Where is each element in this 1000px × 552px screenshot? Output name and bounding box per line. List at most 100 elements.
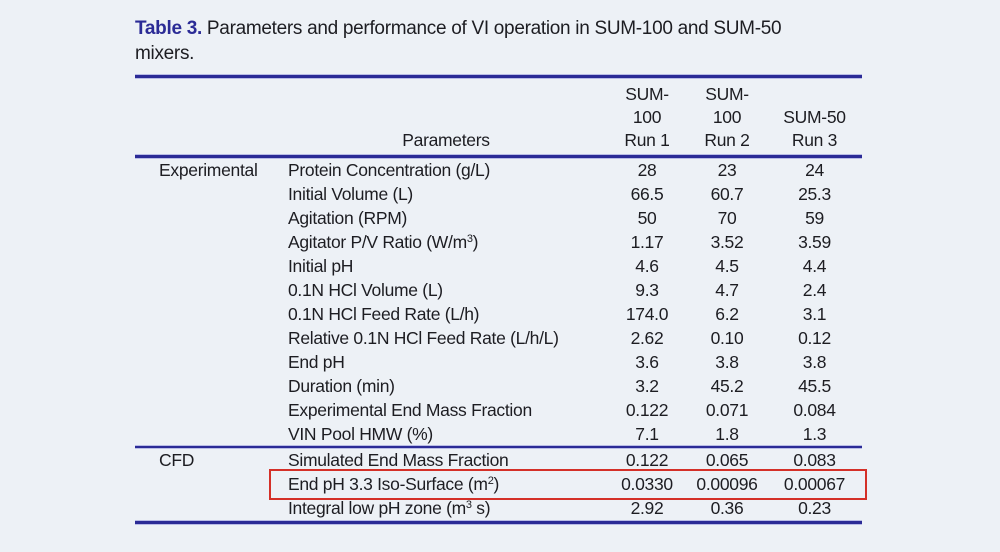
value-run3: 0.12 [798, 328, 831, 348]
param-text: Integral low pH zone (m [288, 498, 466, 518]
value-run1: 174.0 [625, 304, 669, 324]
value-run2: 3.52 [710, 232, 744, 252]
group-spacer [135, 278, 285, 302]
value-run2: 0.065 [705, 450, 749, 470]
param-text: s) [471, 498, 491, 518]
table-row: Initial Volume (L) 66.5 60.7 25.3 [135, 182, 862, 206]
group-label-cfd: CFD [159, 450, 195, 470]
table-header-rule [135, 155, 862, 158]
col-header-sum100-run1: SUM- 100 Run 1 [607, 83, 687, 152]
value-run1: 0.122 [625, 400, 669, 420]
param-text: ) [472, 232, 479, 252]
value-run3: 24 [805, 160, 824, 180]
param-label: End pH 3.3 Iso-Surface (m2) [285, 472, 607, 496]
group-spacer [135, 206, 285, 230]
param-label: Initial Volume (L) [288, 184, 413, 204]
group-spacer [135, 302, 285, 326]
param-text: ) [493, 474, 500, 494]
param-label: Agitation (RPM) [288, 208, 408, 228]
value-run1: 7.1 [635, 424, 659, 444]
section-cfd: CFD Simulated End Mass Fraction 0.122 0.… [135, 448, 862, 520]
value-run3: 0.23 [798, 498, 831, 518]
value-run3: 3.1 [802, 304, 827, 324]
table-row: 0.1N HCl Volume (L) 9.3 4.7 2.4 [135, 278, 862, 302]
group-label-experimental: Experimental [159, 160, 258, 180]
header-parameters: Parameters [402, 130, 490, 150]
value-run3: 0.083 [793, 450, 836, 470]
table-row: Initial pH 4.6 4.5 4.4 [135, 254, 862, 278]
header-line: Run 1 [624, 130, 670, 150]
section-experimental: Experimental Protein Concentration (g/L)… [135, 158, 862, 446]
table-row: Experimental End Mass Fraction 0.122 0.0… [135, 398, 862, 422]
group-spacer [135, 182, 285, 206]
col-header-sum100-run2: SUM- 100 Run 2 [687, 83, 767, 152]
value-run2: 0.00096 [696, 474, 758, 494]
table-row: CFD Simulated End Mass Fraction 0.122 0.… [135, 448, 862, 472]
value-run1: 50 [637, 208, 657, 228]
header-line: SUM-50 [783, 107, 846, 127]
value-run1: 4.6 [635, 256, 659, 276]
group-spacer [135, 350, 285, 374]
param-label: Relative 0.1N HCl Feed Rate (L/h/L) [288, 328, 559, 348]
value-run2: 23 [717, 160, 737, 180]
table-row: 0.1N HCl Feed Rate (L/h) 174.0 6.2 3.1 [135, 302, 862, 326]
param-label: End pH [288, 352, 345, 372]
table-header-row: Parameters SUM- 100 Run 1 SUM- 100 Run 2… [135, 78, 862, 155]
value-run2: 60.7 [710, 184, 744, 204]
table-row: Relative 0.1N HCl Feed Rate (L/h/L) 2.62… [135, 326, 862, 350]
value-run1: 9.3 [635, 280, 659, 300]
param-label: 0.1N HCl Volume (L) [288, 280, 443, 300]
table-number-label: Table 3. [135, 18, 202, 39]
value-run3: 25.3 [798, 184, 831, 204]
table-row-highlighted: End pH 3.3 Iso-Surface (m2) 0.0330 0.000… [135, 472, 862, 496]
param-superscript: 3 [466, 233, 473, 245]
value-run3: 0.00067 [783, 474, 846, 494]
header-line: SUM- [705, 84, 749, 104]
table-caption: Table 3. Parameters and performance of V… [135, 16, 880, 66]
param-label: Protein Concentration (g/L) [288, 160, 491, 180]
param-superscript: 2 [487, 475, 494, 487]
table-row: Duration (min) 3.2 45.2 45.5 [135, 374, 862, 398]
value-run1: 2.92 [630, 498, 664, 518]
value-run3: 4.4 [802, 256, 827, 276]
col-header-sum50-run3: SUM-50 Run 3 [767, 106, 862, 152]
param-label: Agitator P/V Ratio (W/m3) [285, 230, 607, 254]
header-line: SUM- [625, 84, 669, 104]
group-spacer [135, 374, 285, 398]
value-run1: 1.17 [630, 232, 664, 252]
group-spacer [135, 496, 285, 520]
param-text: Agitator P/V Ratio (W/m [288, 232, 467, 252]
value-run2: 3.8 [715, 352, 739, 372]
value-run1: 2.62 [630, 328, 664, 348]
param-label: VIN Pool HMW (%) [288, 424, 433, 444]
param-label: Duration (min) [288, 376, 395, 396]
table-row: Agitation (RPM) 50 70 59 [135, 206, 862, 230]
table-row: Agitator P/V Ratio (W/m3) 1.17 3.52 3.59 [135, 230, 862, 254]
value-run1: 3.6 [635, 352, 659, 372]
table-row: VIN Pool HMW (%) 7.1 1.8 1.3 [135, 422, 862, 446]
caption-line1: Table 3. Parameters and performance of V… [135, 18, 782, 39]
table-top-rule [135, 75, 862, 78]
param-label: Integral low pH zone (m3 s) [285, 496, 607, 520]
group-spacer [135, 398, 285, 422]
header-line: Run 3 [791, 130, 838, 150]
param-label: Simulated End Mass Fraction [288, 450, 509, 470]
group-spacer [135, 472, 285, 496]
value-run2: 1.8 [715, 424, 739, 444]
value-run2: 0.071 [705, 400, 749, 420]
value-run2: 4.5 [715, 256, 739, 276]
group-spacer [135, 254, 285, 278]
table-row: Experimental Protein Concentration (g/L)… [135, 158, 862, 182]
value-run3: 0.084 [793, 400, 836, 420]
param-text: End pH 3.3 Iso-Surface (m [288, 474, 488, 494]
param-label: 0.1N HCl Feed Rate (L/h) [288, 304, 480, 324]
table-row: End pH 3.6 3.8 3.8 [135, 350, 862, 374]
value-run3: 2.4 [802, 280, 827, 300]
param-label: Initial pH [288, 256, 354, 276]
value-run3: 1.3 [802, 424, 827, 444]
table-bottom-rule [135, 521, 862, 524]
table-row: Integral low pH zone (m3 s) 2.92 0.36 0.… [135, 496, 862, 520]
value-run2: 0.36 [710, 498, 744, 518]
value-run1: 28 [637, 160, 657, 180]
